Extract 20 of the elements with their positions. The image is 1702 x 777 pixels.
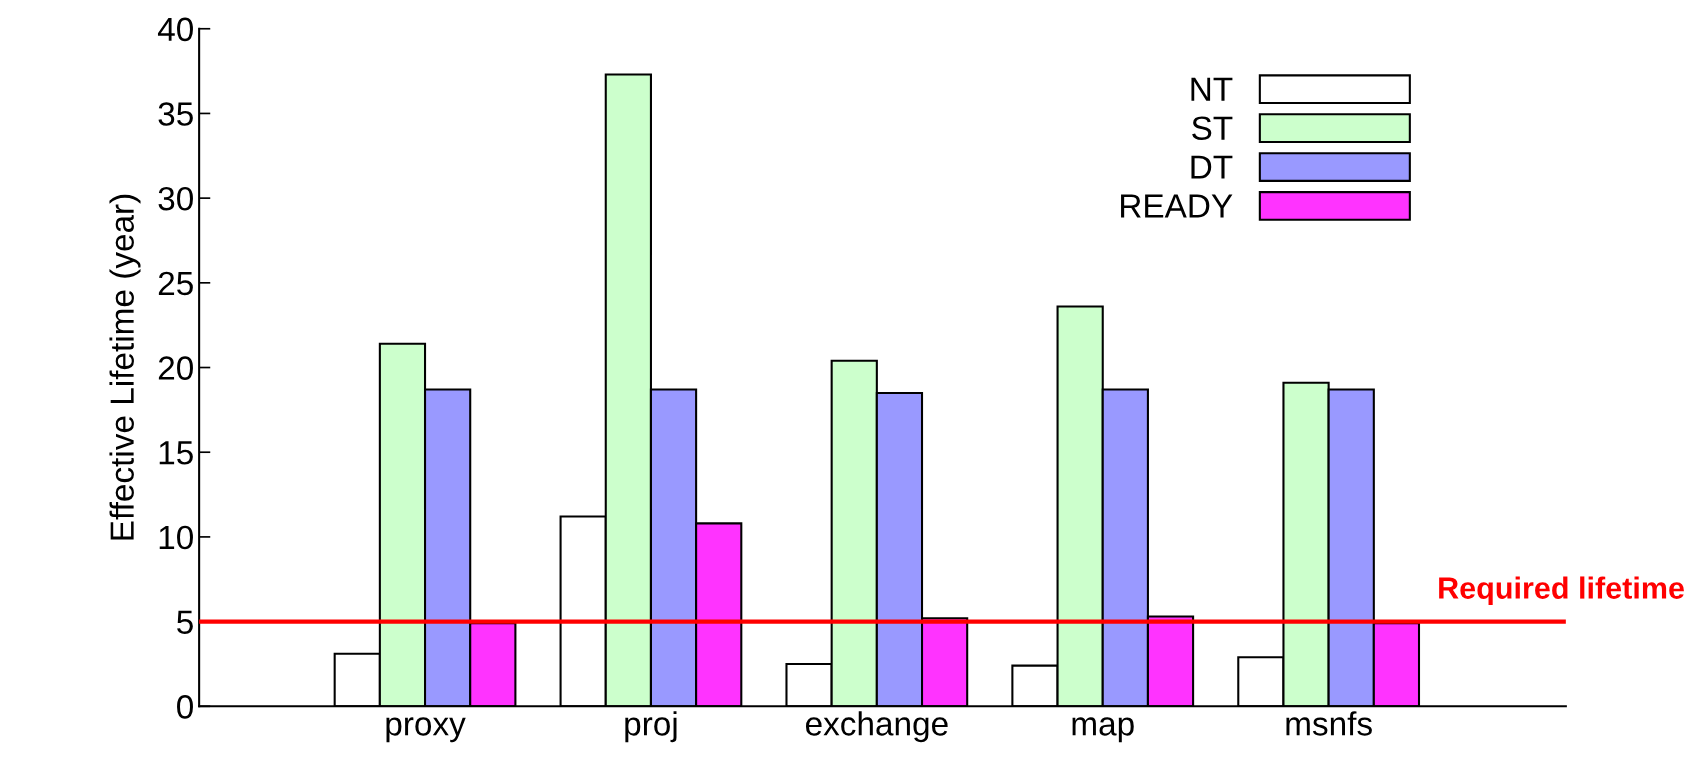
legend-label: DT: [1191, 155, 1233, 179]
x-tick-label: proj: [625, 711, 677, 743]
y-tick-label: 5: [177, 610, 193, 635]
legend-label: NT: [1191, 77, 1233, 101]
x-tick-label: msnfs: [1286, 711, 1372, 736]
y-tick-label: 30: [158, 186, 193, 211]
y-axis-title: Effective Lifetime (year): [109, 194, 141, 540]
y-tick-label: 25: [158, 271, 193, 296]
y-tick-label: 0: [177, 695, 193, 719]
y-tick-label: 20: [158, 356, 193, 380]
legend-label: READY: [1121, 194, 1233, 218]
x-tick-label: proxy: [386, 717, 466, 743]
legend-label: ST: [1192, 116, 1233, 140]
y-tick-label: 15: [159, 441, 193, 465]
y-tick-label: 40: [157, 17, 193, 42]
x-tick-label: map: [1072, 717, 1134, 743]
y-tick-label: 35: [158, 102, 193, 126]
x-tick-label: exchange: [805, 711, 948, 743]
ref-line-label: Required lifetime: [1439, 576, 1684, 605]
y-tick-label: 10: [159, 525, 193, 550]
